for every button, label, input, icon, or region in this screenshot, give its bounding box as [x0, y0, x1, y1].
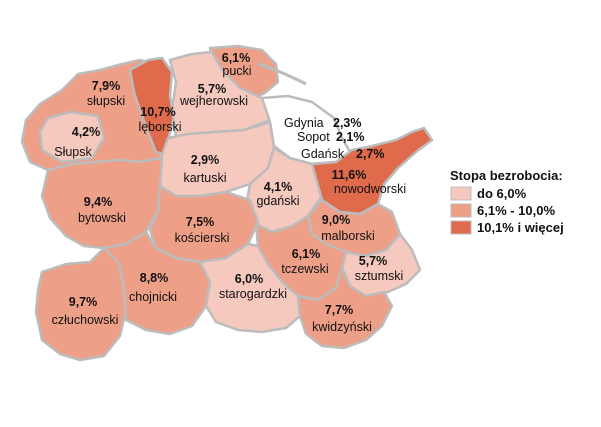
legend-label-high: 10,1% i więcej — [477, 220, 564, 235]
label-gdanski-name: gdański — [256, 194, 299, 208]
label-malborski-name: malborski — [321, 229, 375, 243]
label-gdanski-value: 4,1% — [264, 180, 293, 194]
city-gdansk-value: 2,7% — [356, 147, 385, 161]
label-pucki-name: pucki — [222, 64, 251, 78]
label-starogardzki-name: starogardzki — [219, 287, 287, 301]
city-gdynia-value: 2,3% — [333, 116, 362, 130]
city-gdansk-name: Gdańsk — [301, 147, 345, 161]
label-leborski-value: 10,7% — [140, 105, 175, 119]
label-bytowski-name: bytowski — [78, 211, 126, 225]
city-sopot-name: Sopot — [297, 130, 330, 144]
label-bytowski-value: 9,4% — [84, 195, 113, 209]
label-starogardzki-value: 6,0% — [235, 272, 264, 286]
label-kartuski-value: 2,9% — [191, 153, 220, 167]
label-czluchowski-name: człuchowski — [52, 313, 119, 327]
label-malborski-value: 9,0% — [322, 213, 351, 227]
legend-title: Stopa bezrobocia: — [450, 168, 563, 183]
label-chojnicki-value: 8,8% — [140, 271, 169, 285]
city-sopot-value: 2,1% — [336, 130, 365, 144]
label-slupski-name: słupski — [87, 94, 125, 108]
region-czluchowski[interactable] — [34, 246, 128, 362]
label-tczewski-value: 6,1% — [292, 247, 321, 261]
label-slupski-value: 7,9% — [92, 79, 121, 93]
label-kartuski-name: kartuski — [183, 171, 226, 185]
label-sztumski-name: sztumski — [355, 269, 404, 283]
label-slupsk-value: 4,2% — [72, 125, 101, 139]
label-koscierski-value: 7,5% — [186, 215, 215, 229]
hel-peninsula — [257, 62, 307, 86]
label-kwidzynski-name: kwidzyński — [312, 320, 372, 334]
region-kwidzynski[interactable] — [296, 266, 394, 350]
label-nowodworski-value: 11,6% — [332, 168, 367, 182]
legend-swatch-low — [450, 186, 472, 201]
label-nowodworski-name: nowodworski — [334, 182, 406, 196]
label-wejherowski-name: wejherowski — [179, 94, 248, 108]
legend-label-mid: 6,1% - 10,0% — [477, 203, 555, 218]
label-chojnicki-name: chojnicki — [129, 290, 177, 304]
map-legend: Stopa bezrobocia: do 6,0% 6,1% - 10,0% 1… — [450, 168, 564, 235]
label-tczewski-name: tczewski — [281, 262, 328, 276]
label-czluchowski-value: 9,7% — [69, 295, 98, 309]
region-bytowski[interactable] — [40, 156, 164, 250]
label-wejherowski-value: 5,7% — [198, 82, 227, 96]
region-slupsk[interactable] — [38, 110, 106, 164]
legend-swatch-high — [450, 220, 472, 235]
label-leborski-name: lęborski — [138, 120, 181, 134]
city-gdynia-name: Gdynia — [284, 116, 324, 130]
label-pucki-value: 6,1% — [222, 51, 251, 65]
legend-label-low: do 6,0% — [477, 186, 527, 201]
label-slupsk-name: Słupsk — [54, 145, 92, 159]
label-sztumski-value: 5,7% — [359, 254, 388, 268]
label-koscierski-name: kościerski — [175, 231, 230, 245]
label-kwidzynski-value: 7,7% — [325, 303, 354, 317]
legend-swatch-mid — [450, 203, 472, 218]
